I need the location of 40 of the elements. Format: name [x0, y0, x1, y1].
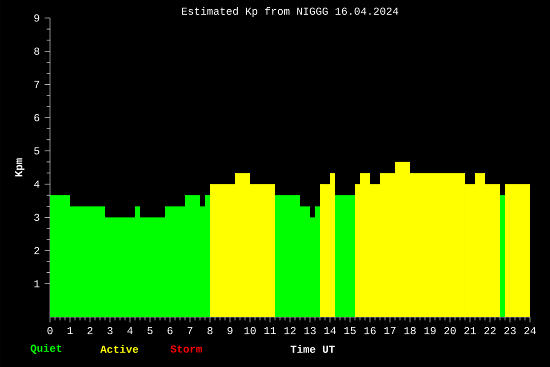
x-tick-label: 1: [68, 327, 73, 334]
x-tick-label: 6: [168, 327, 173, 334]
x-tick-label: 0: [47, 327, 53, 334]
x-tick-label: 22: [484, 327, 496, 334]
x-tick-label: 20: [444, 327, 456, 334]
x-tick-label: 7: [188, 327, 192, 334]
x-tick-label: 24: [524, 327, 536, 334]
y-axis-title: Kpm: [15, 158, 24, 176]
text: Quiet: [30, 344, 62, 354]
y-tick-label: 5: [34, 147, 40, 154]
y-tick-label: 2: [34, 246, 40, 254]
x-tick-label: 2: [88, 327, 92, 334]
y-tick-label: 1: [34, 280, 40, 288]
text: Storm: [170, 345, 202, 353]
x-tick-label: 9: [228, 327, 232, 334]
x-tick-label: 5: [147, 327, 153, 334]
x-tick-label: 19: [424, 327, 436, 334]
y-tick-label: 6: [34, 114, 40, 122]
x-tick-label: 23: [504, 327, 516, 334]
chart-title: Estimated Kp from NIGGG 16.04.2024: [182, 7, 398, 17]
x-tick-label: 10: [244, 327, 256, 334]
x-axis-title: Time UT: [290, 345, 335, 353]
y-tick-label: 9: [34, 14, 40, 22]
y-tick-label: 7: [34, 80, 40, 88]
text: Active: [100, 345, 138, 353]
x-tick-label: 16: [364, 327, 376, 334]
x-tick-label: 15: [344, 327, 356, 334]
x-tick-label: 21: [464, 327, 476, 334]
x-tick-label: 12: [284, 327, 296, 334]
x-tick-label: 4: [127, 327, 133, 334]
y-tick-label: 8: [34, 48, 40, 55]
y-tick-label: 3: [34, 214, 40, 221]
x-tick-label: 8: [207, 327, 212, 334]
y-tick-label: 4: [34, 180, 40, 188]
x-tick-label: 13: [304, 327, 316, 334]
x-tick-label: 14: [324, 327, 336, 334]
x-tick-label: 11: [264, 327, 276, 334]
x-tick-label: 3: [107, 327, 113, 334]
x-tick-label: 18: [404, 327, 416, 334]
x-tick-label: 17: [384, 327, 396, 334]
